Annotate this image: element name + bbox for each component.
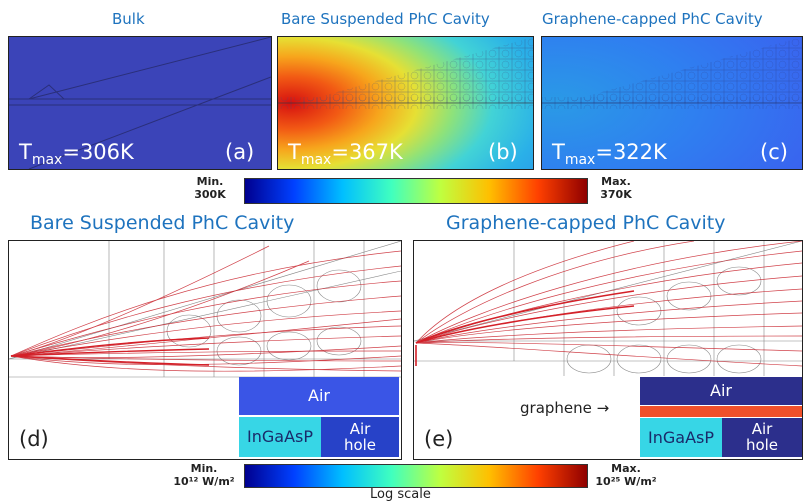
bulk-geometry xyxy=(9,37,271,169)
panel-c-graphene-cavity: Tmax=322K (c) xyxy=(541,36,803,170)
heat-flux-streamlines-d xyxy=(9,241,401,378)
panel-b-bare-cavity: Tmax=367K (b) xyxy=(277,36,534,170)
bottom-colorbar-max: Max. 10²⁵ W/m² xyxy=(595,462,657,488)
panel-a-bulk: Tmax=306K (a) xyxy=(8,36,272,170)
panel-c-label: (c) xyxy=(760,140,788,164)
top-colorbar xyxy=(244,178,588,204)
panel-a-title: Bulk xyxy=(112,10,145,28)
legend-e-graphene-layer xyxy=(640,406,802,417)
panel-b-tmax: Tmax=367K xyxy=(288,140,403,169)
panel-d-heatflux-bare: (d) Air InGaAsP Air hole xyxy=(8,240,402,460)
panel-b-title: Bare Suspended PhC Cavity xyxy=(281,10,490,28)
heat-flux-streamlines-e xyxy=(414,241,802,376)
panel-e-title: Graphene-capped PhC Cavity xyxy=(446,212,726,234)
legend-d-air-hole: Air hole xyxy=(321,417,399,457)
legend-d: Air InGaAsP Air hole xyxy=(239,377,399,457)
panel-a-label: (a) xyxy=(225,140,255,164)
panel-e-label: (e) xyxy=(424,427,454,451)
bottom-colorbar xyxy=(244,464,588,488)
bottom-colorbar-min: Min. 10¹² W/m² xyxy=(173,462,235,488)
legend-d-air: Air xyxy=(239,377,399,415)
legend-d-ingaasp: InGaAsP xyxy=(239,417,321,457)
panel-b-label: (b) xyxy=(488,140,518,164)
legend-e-graphene-label: graphene → xyxy=(520,399,610,417)
top-colorbar-max: Max. 370K xyxy=(600,175,632,201)
legend-e-air: Air xyxy=(640,377,802,405)
temperature-map-b xyxy=(278,37,533,169)
temperature-map-c xyxy=(542,37,802,169)
panel-a-tmax: Tmax=306K xyxy=(19,140,134,169)
legend-e-air-hole: Air hole xyxy=(722,418,802,457)
panel-d-label: (d) xyxy=(19,427,49,451)
panel-c-tmax: Tmax=322K xyxy=(552,140,667,169)
panel-c-title: Graphene-capped PhC Cavity xyxy=(542,10,763,28)
top-colorbar-min: Min. 300K xyxy=(194,175,226,201)
log-scale-label: Log scale xyxy=(370,487,431,502)
panel-d-title: Bare Suspended PhC Cavity xyxy=(30,212,295,234)
legend-e: Air InGaAsP Air hole xyxy=(640,377,802,457)
panel-e-heatflux-graphene: (e) graphene → Air InGaAsP Air hole xyxy=(413,240,803,460)
legend-e-ingaasp: InGaAsP xyxy=(640,418,722,457)
